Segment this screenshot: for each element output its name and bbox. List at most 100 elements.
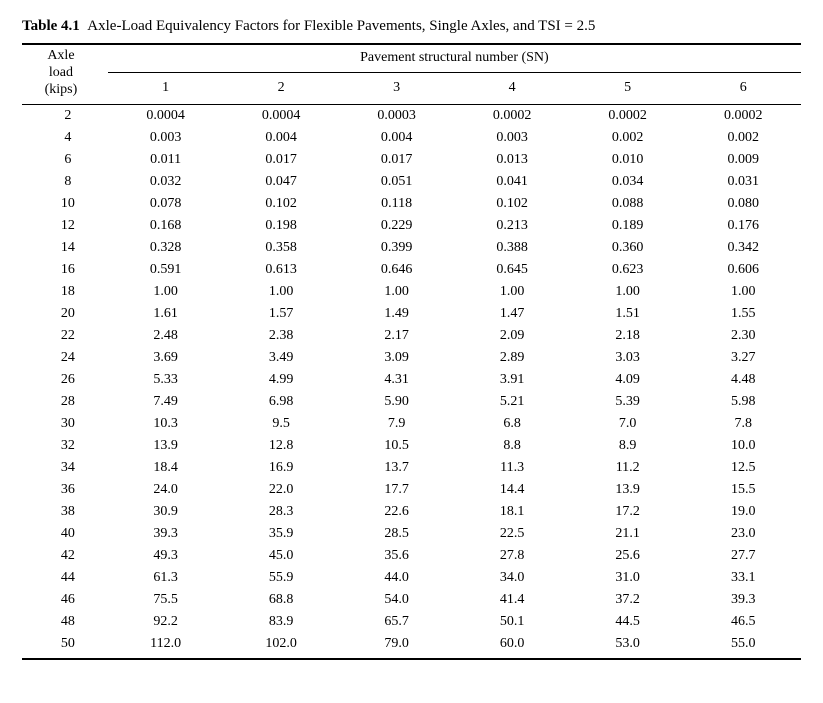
table-row: 265.334.994.313.914.094.48 — [22, 369, 801, 391]
cell-value: 0.342 — [685, 237, 801, 259]
cell-value: 1.00 — [570, 281, 686, 303]
cell-value: 53.0 — [570, 633, 686, 659]
cell-value: 13.9 — [570, 479, 686, 501]
cell-value: 0.399 — [339, 237, 455, 259]
cell-value: 0.003 — [108, 127, 224, 149]
cell-value: 44.0 — [339, 567, 455, 589]
cell-value: 0.017 — [339, 149, 455, 171]
table-row: 181.001.001.001.001.001.00 — [22, 281, 801, 303]
cell-value: 2.48 — [108, 325, 224, 347]
cell-axle-load: 36 — [22, 479, 108, 501]
table-row: 50112.0102.079.060.053.055.0 — [22, 633, 801, 659]
cell-value: 54.0 — [339, 589, 455, 611]
cell-value: 0.591 — [108, 259, 224, 281]
cell-value: 0.358 — [223, 237, 339, 259]
cell-axle-load: 34 — [22, 457, 108, 479]
cell-value: 0.623 — [570, 259, 686, 281]
cell-axle-load: 22 — [22, 325, 108, 347]
axle-load-label-3: (kips) — [45, 82, 78, 97]
cell-value: 4.99 — [223, 369, 339, 391]
cell-value: 0.004 — [339, 127, 455, 149]
cell-value: 19.0 — [685, 501, 801, 523]
col-header-axle-load: Axle load (kips) — [22, 44, 108, 105]
col-header-sn-group: Pavement structural number (SN) — [108, 44, 801, 72]
col-header-sn-4: 4 — [454, 72, 570, 105]
cell-value: 31.0 — [570, 567, 686, 589]
cell-value: 39.3 — [108, 523, 224, 545]
cell-value: 10.3 — [108, 413, 224, 435]
col-header-sn-6: 6 — [685, 72, 801, 105]
cell-value: 0.360 — [570, 237, 686, 259]
cell-value: 2.09 — [454, 325, 570, 347]
table-caption: Axle-Load Equivalency Factors for Flexib… — [87, 18, 595, 34]
cell-axle-load: 6 — [22, 149, 108, 171]
table-row: 222.482.382.172.092.182.30 — [22, 325, 801, 347]
cell-value: 49.3 — [108, 545, 224, 567]
cell-value: 0.118 — [339, 193, 455, 215]
table-row: 3213.912.810.58.88.910.0 — [22, 435, 801, 457]
cell-value: 1.00 — [454, 281, 570, 303]
cell-value: 2.89 — [454, 347, 570, 369]
cell-value: 60.0 — [454, 633, 570, 659]
cell-axle-load: 50 — [22, 633, 108, 659]
cell-value: 1.47 — [454, 303, 570, 325]
cell-value: 0.198 — [223, 215, 339, 237]
cell-value: 79.0 — [339, 633, 455, 659]
cell-value: 27.7 — [685, 545, 801, 567]
cell-value: 15.5 — [685, 479, 801, 501]
cell-value: 5.90 — [339, 391, 455, 413]
cell-value: 0.0002 — [685, 105, 801, 128]
cell-axle-load: 30 — [22, 413, 108, 435]
table-row: 4461.355.944.034.031.033.1 — [22, 567, 801, 589]
table-title: Table 4.1 Axle-Load Equivalency Factors … — [22, 18, 801, 35]
cell-value: 8.9 — [570, 435, 686, 457]
cell-value: 10.5 — [339, 435, 455, 457]
cell-axle-load: 20 — [22, 303, 108, 325]
cell-value: 1.00 — [685, 281, 801, 303]
table-row: 3418.416.913.711.311.212.5 — [22, 457, 801, 479]
cell-value: 0.213 — [454, 215, 570, 237]
cell-value: 0.613 — [223, 259, 339, 281]
cell-value: 0.002 — [685, 127, 801, 149]
cell-value: 1.55 — [685, 303, 801, 325]
cell-value: 11.2 — [570, 457, 686, 479]
cell-value: 45.0 — [223, 545, 339, 567]
cell-value: 35.9 — [223, 523, 339, 545]
cell-value: 18.1 — [454, 501, 570, 523]
cell-value: 3.27 — [685, 347, 801, 369]
cell-value: 46.5 — [685, 611, 801, 633]
cell-value: 68.8 — [223, 589, 339, 611]
cell-value: 1.57 — [223, 303, 339, 325]
cell-value: 24.0 — [108, 479, 224, 501]
cell-axle-load: 24 — [22, 347, 108, 369]
table-row: 3010.39.57.96.87.07.8 — [22, 413, 801, 435]
table-row: 287.496.985.905.215.395.98 — [22, 391, 801, 413]
table-row: 140.3280.3580.3990.3880.3600.342 — [22, 237, 801, 259]
col-header-sn-5: 5 — [570, 72, 686, 105]
axle-load-label-2: load — [49, 65, 73, 80]
cell-axle-load: 8 — [22, 171, 108, 193]
cell-value: 3.03 — [570, 347, 686, 369]
table-row: 4675.568.854.041.437.239.3 — [22, 589, 801, 611]
cell-value: 7.8 — [685, 413, 801, 435]
cell-value: 5.98 — [685, 391, 801, 413]
table-row: 3830.928.322.618.117.219.0 — [22, 501, 801, 523]
cell-value: 9.5 — [223, 413, 339, 435]
cell-value: 61.3 — [108, 567, 224, 589]
cell-value: 0.010 — [570, 149, 686, 171]
cell-value: 0.645 — [454, 259, 570, 281]
cell-value: 22.6 — [339, 501, 455, 523]
cell-value: 0.047 — [223, 171, 339, 193]
cell-axle-load: 14 — [22, 237, 108, 259]
table-row: 4039.335.928.522.521.123.0 — [22, 523, 801, 545]
table-row: 4249.345.035.627.825.627.7 — [22, 545, 801, 567]
cell-value: 0.004 — [223, 127, 339, 149]
cell-value: 0.646 — [339, 259, 455, 281]
cell-value: 3.69 — [108, 347, 224, 369]
cell-value: 22.5 — [454, 523, 570, 545]
cell-value: 0.011 — [108, 149, 224, 171]
cell-value: 0.009 — [685, 149, 801, 171]
cell-value: 0.189 — [570, 215, 686, 237]
cell-value: 0.0003 — [339, 105, 455, 128]
cell-value: 0.0002 — [570, 105, 686, 128]
